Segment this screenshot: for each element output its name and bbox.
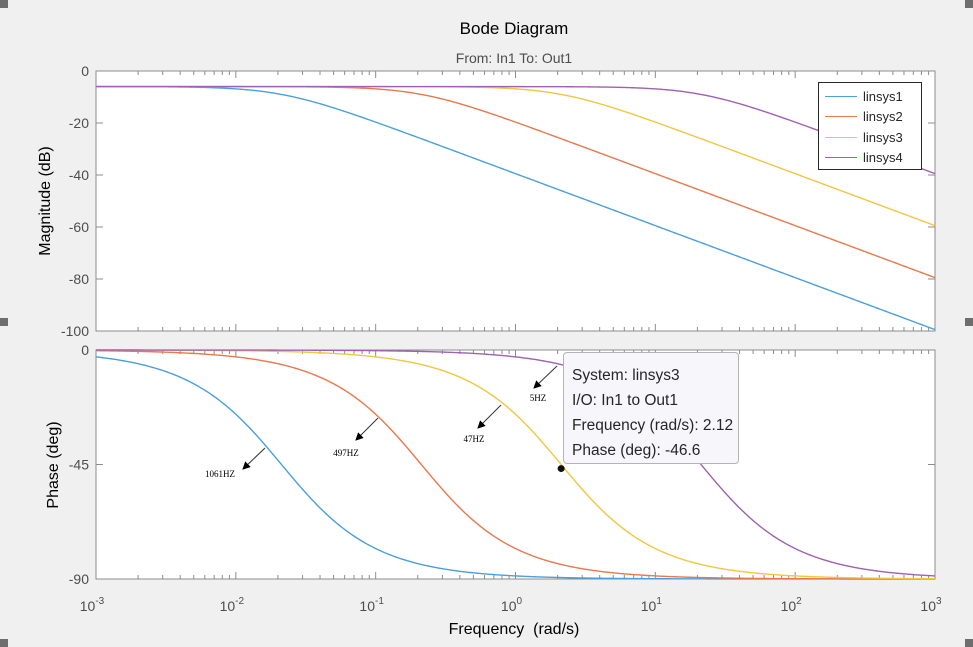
resize-handle[interactable]: [965, 0, 973, 8]
annotation-arrow: [242, 447, 266, 470]
magnitude-ylabel: Magnitude (dB): [37, 146, 54, 255]
x-tick-label: 10-2: [220, 596, 245, 614]
datatip-io: I/O: In1 to Out1: [572, 392, 678, 409]
legend-label: linsys1: [863, 88, 903, 104]
annotation-arrow: [355, 417, 379, 441]
datatip[interactable]: System: linsys3 I/O: In1 to Out1 Frequen…: [563, 352, 739, 464]
phase-line-linsys4: [96, 349, 936, 577]
magnitude-tick-label: -80: [69, 271, 89, 287]
magnitude-tick-label: -20: [69, 115, 89, 131]
x-tick-label: 101: [641, 596, 663, 614]
datatip-system: System: linsys3: [572, 367, 680, 384]
resize-handle[interactable]: [0, 318, 8, 326]
legend-swatch: [825, 95, 857, 97]
annotation-arrow: [533, 365, 558, 389]
x-tick-label: 103: [920, 596, 942, 614]
magnitude-line-linsys1: [96, 85, 936, 331]
magnitude-axes[interactable]: [95, 70, 936, 332]
magnitude-tick-label: -60: [69, 219, 89, 235]
annotation-label: 1061HZ: [205, 469, 235, 479]
legend-label: linsys3: [863, 129, 903, 145]
x-tick-label: 100: [501, 596, 523, 614]
x-tick-label: 10-3: [80, 596, 105, 614]
phase-axes[interactable]: [95, 349, 936, 580]
legend-swatch: [825, 116, 857, 118]
legend-item-linsys1[interactable]: linsys1: [825, 86, 921, 107]
magnitude-tick-label: -40: [69, 167, 89, 183]
magnitude-line-linsys4: [96, 85, 936, 175]
phase-tick-label: 0: [81, 342, 89, 358]
phase-tick-label: -45: [69, 457, 89, 473]
phase-tick-label: -90: [69, 571, 89, 587]
resize-handle[interactable]: [0, 639, 8, 647]
legend-label: linsys4: [863, 150, 903, 166]
datatip-frequency: Frequency (rad/s): 2.12: [572, 417, 734, 434]
annotation-label: 5HZ: [530, 393, 547, 403]
magnitude-tick-label: -100: [61, 323, 89, 339]
resize-handle[interactable]: [0, 0, 8, 8]
legend-swatch: [825, 136, 857, 138]
legend[interactable]: linsys1 linsys2 linsys3 linsys4: [818, 82, 922, 170]
datatip-marker: [557, 465, 565, 473]
resize-handle[interactable]: [965, 318, 973, 326]
datatip-phase: Phase (deg): -46.6: [572, 442, 701, 459]
x-tick-label: 102: [781, 596, 803, 614]
phase-ylabel: Phase (deg): [45, 421, 62, 508]
xlabel: Frequency (rad/s): [449, 621, 580, 638]
annotation-label: 47HZ: [464, 434, 485, 444]
chart-title: Bode Diagram: [460, 19, 569, 38]
legend-label: linsys2: [863, 109, 903, 125]
annotation-arrow: [477, 404, 502, 429]
legend-item-linsys2[interactable]: linsys2: [825, 107, 921, 128]
annotation-label: 497HZ: [333, 448, 359, 458]
chart-subtitle: From: In1 To: Out1: [456, 50, 573, 66]
legend-item-linsys4[interactable]: linsys4: [825, 148, 921, 169]
x-tick-label: 10-1: [359, 596, 384, 614]
magnitude-tick-label: 0: [81, 63, 89, 79]
resize-handle[interactable]: [965, 639, 973, 647]
phase-line-linsys2: [95, 349, 935, 580]
legend-swatch: [825, 157, 857, 159]
legend-item-linsys3[interactable]: linsys3: [825, 127, 921, 148]
